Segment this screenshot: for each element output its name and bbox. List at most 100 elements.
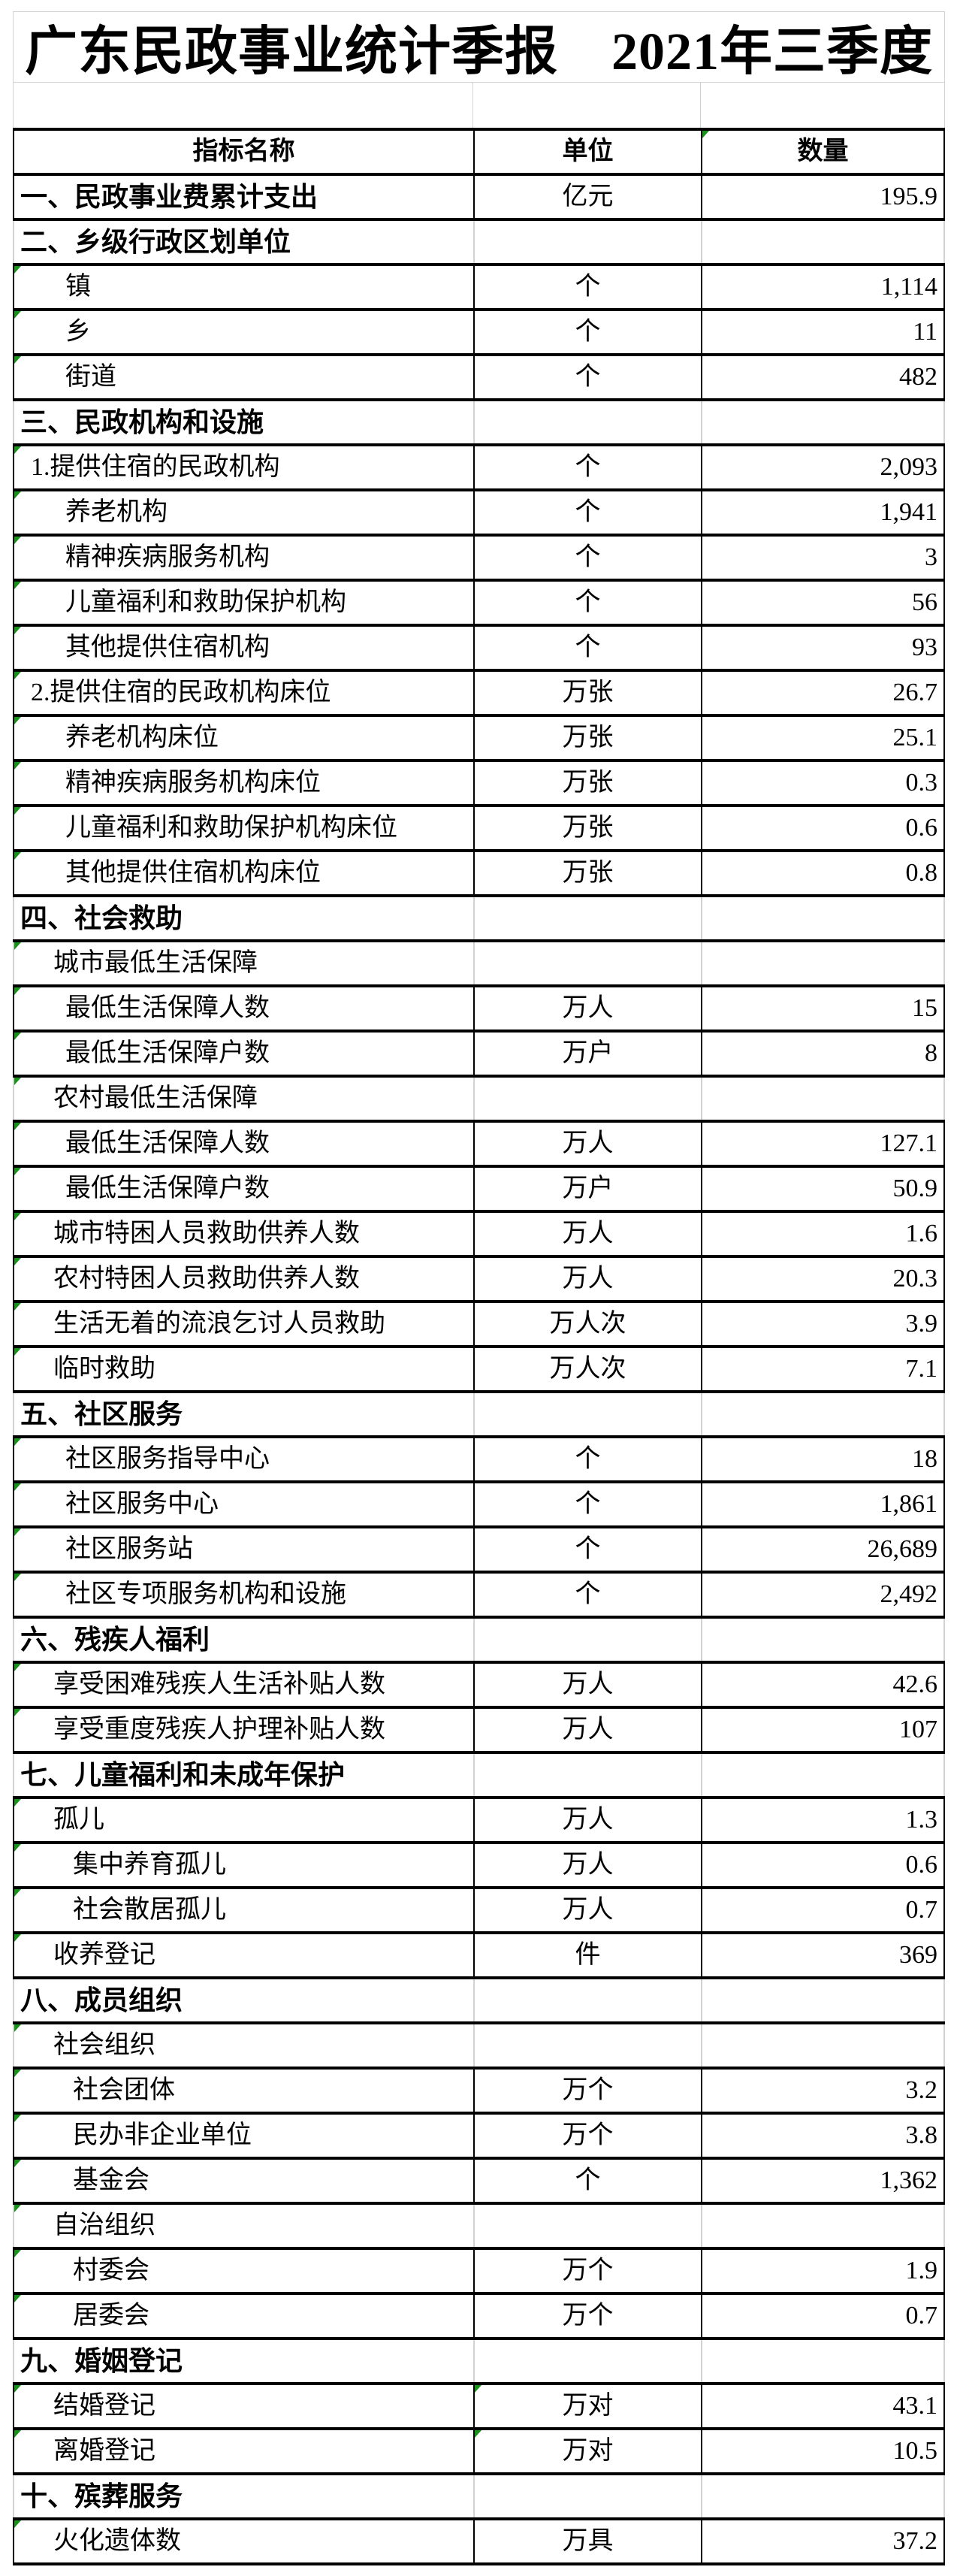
empty-cell[interactable] <box>473 83 701 128</box>
value-cell[interactable]: 10.5 <box>701 2430 945 2472</box>
value-cell[interactable]: 195.9 <box>701 176 945 218</box>
unit-cell[interactable] <box>473 221 701 263</box>
value-cell[interactable]: 1.3 <box>701 1799 945 1841</box>
unit-cell[interactable]: 万人次 <box>473 1303 701 1345</box>
value-cell[interactable]: 3.9 <box>701 1303 945 1345</box>
indicator-name-cell[interactable]: 基金会 <box>13 2160 473 2202</box>
unit-cell[interactable]: 万人 <box>473 1799 701 1841</box>
header-indicator-name[interactable]: 指标名称 <box>13 131 473 173</box>
unit-cell[interactable]: 万人 <box>473 987 701 1029</box>
indicator-name-cell[interactable]: 城市特困人员救助供养人数 <box>13 1213 473 1255</box>
value-cell[interactable] <box>701 1754 945 1796</box>
value-cell[interactable]: 37.2 <box>701 2520 945 2562</box>
value-cell[interactable]: 0.7 <box>701 2295 945 2337</box>
unit-cell[interactable]: 万人 <box>473 1258 701 1300</box>
value-cell[interactable] <box>701 221 945 263</box>
indicator-name-cell[interactable]: 社区专项服务机构和设施 <box>13 1574 473 1616</box>
unit-cell[interactable]: 个 <box>473 1528 701 1571</box>
value-cell[interactable] <box>701 942 945 984</box>
indicator-name-cell[interactable]: 生活无着的流浪乞讨人员救助 <box>13 1303 473 1345</box>
value-cell[interactable]: 0.6 <box>701 807 945 849</box>
indicator-name-cell[interactable]: 社区服务中心 <box>13 1483 473 1525</box>
unit-cell[interactable]: 万人 <box>473 1123 701 1165</box>
unit-cell[interactable]: 个 <box>473 446 701 488</box>
value-cell[interactable]: 369 <box>701 1934 945 1976</box>
indicator-name-cell[interactable]: 城市最低生活保障 <box>13 942 473 984</box>
value-cell[interactable] <box>701 2024 945 2067</box>
unit-cell[interactable]: 万张 <box>473 672 701 714</box>
unit-cell[interactable] <box>473 1979 701 2021</box>
indicator-name-cell[interactable]: 六、残疾人福利 <box>13 1619 473 1661</box>
value-cell[interactable]: 15 <box>701 987 945 1029</box>
indicator-name-cell[interactable]: 镇 <box>13 266 473 308</box>
indicator-name-cell[interactable]: 儿童福利和救助保护机构床位 <box>13 807 473 849</box>
value-cell[interactable]: 0.7 <box>701 1889 945 1931</box>
value-cell[interactable]: 482 <box>701 356 945 398</box>
unit-cell[interactable]: 个 <box>473 491 701 534</box>
value-cell[interactable]: 56 <box>701 582 945 624</box>
value-cell[interactable]: 3.2 <box>701 2070 945 2112</box>
value-cell[interactable]: 127.1 <box>701 1123 945 1165</box>
unit-cell[interactable] <box>473 401 701 443</box>
indicator-name-cell[interactable]: 孤儿 <box>13 1799 473 1841</box>
indicator-name-cell[interactable]: 乡 <box>13 311 473 353</box>
value-cell[interactable]: 26.7 <box>701 672 945 714</box>
indicator-name-cell[interactable]: 社区服务站 <box>13 1528 473 1571</box>
unit-cell[interactable]: 个 <box>473 2160 701 2202</box>
empty-cell[interactable] <box>14 83 473 128</box>
unit-cell[interactable] <box>473 1619 701 1661</box>
value-cell[interactable]: 50.9 <box>701 1168 945 1210</box>
indicator-name-cell[interactable]: 结婚登记 <box>13 2385 473 2427</box>
unit-cell[interactable]: 万对 <box>473 2385 701 2427</box>
unit-cell[interactable]: 万个 <box>473 2250 701 2292</box>
value-cell[interactable]: 1,941 <box>701 491 945 534</box>
indicator-name-cell[interactable]: 精神疾病服务机构 <box>13 537 473 579</box>
value-cell[interactable]: 7.1 <box>701 1348 945 1390</box>
indicator-name-cell[interactable]: 社会团体 <box>13 2070 473 2112</box>
value-cell[interactable]: 1,114 <box>701 266 945 308</box>
value-cell[interactable]: 2,093 <box>701 446 945 488</box>
unit-cell[interactable] <box>473 1078 701 1120</box>
value-cell[interactable] <box>701 2340 945 2382</box>
unit-cell[interactable]: 万张 <box>473 807 701 849</box>
header-quantity[interactable]: 数量 <box>701 131 945 173</box>
indicator-name-cell[interactable]: 四、社会救助 <box>13 897 473 939</box>
unit-cell[interactable]: 万对 <box>473 2430 701 2472</box>
unit-cell[interactable]: 万个 <box>473 2115 701 2157</box>
value-cell[interactable]: 11 <box>701 311 945 353</box>
indicator-name-cell[interactable]: 居委会 <box>13 2295 473 2337</box>
indicator-name-cell[interactable]: 养老机构 <box>13 491 473 534</box>
indicator-name-cell[interactable]: 离婚登记 <box>13 2430 473 2472</box>
value-cell[interactable]: 43.1 <box>701 2385 945 2427</box>
unit-cell[interactable]: 万具 <box>473 2520 701 2562</box>
indicator-name-cell[interactable]: 八、成员组织 <box>13 1979 473 2021</box>
unit-cell[interactable]: 个 <box>473 582 701 624</box>
unit-cell[interactable]: 个 <box>473 1438 701 1480</box>
indicator-name-cell[interactable]: 最低生活保障人数 <box>13 987 473 1029</box>
value-cell[interactable]: 26,689 <box>701 1528 945 1571</box>
value-cell[interactable] <box>701 1393 945 1435</box>
value-cell[interactable]: 0.3 <box>701 762 945 804</box>
value-cell[interactable] <box>701 2205 945 2247</box>
value-cell[interactable] <box>701 2475 945 2517</box>
indicator-name-cell[interactable]: 最低生活保障户数 <box>13 1033 473 1075</box>
unit-cell[interactable]: 件 <box>473 1934 701 1976</box>
unit-cell[interactable]: 万人 <box>473 1709 701 1751</box>
indicator-name-cell[interactable]: 其他提供住宿机构床位 <box>13 852 473 894</box>
value-cell[interactable]: 0.6 <box>701 1844 945 1886</box>
indicator-name-cell[interactable]: 七、儿童福利和未成年保护 <box>13 1754 473 1796</box>
indicator-name-cell[interactable]: 街道 <box>13 356 473 398</box>
value-cell[interactable]: 3 <box>701 537 945 579</box>
unit-cell[interactable] <box>473 2340 701 2382</box>
unit-cell[interactable]: 个 <box>473 627 701 669</box>
report-title[interactable]: 广东民政事业统计季报 2021年三季度 <box>14 12 944 83</box>
unit-cell[interactable]: 万人 <box>473 1213 701 1255</box>
unit-cell[interactable] <box>473 2024 701 2067</box>
indicator-name-cell[interactable]: 十、殡葬服务 <box>13 2475 473 2517</box>
unit-cell[interactable] <box>473 1754 701 1796</box>
indicator-name-cell[interactable]: 农村最低生活保障 <box>13 1078 473 1120</box>
unit-cell[interactable]: 个 <box>473 537 701 579</box>
unit-cell[interactable]: 个 <box>473 356 701 398</box>
unit-cell[interactable]: 万个 <box>473 2070 701 2112</box>
value-cell[interactable]: 1,861 <box>701 1483 945 1525</box>
